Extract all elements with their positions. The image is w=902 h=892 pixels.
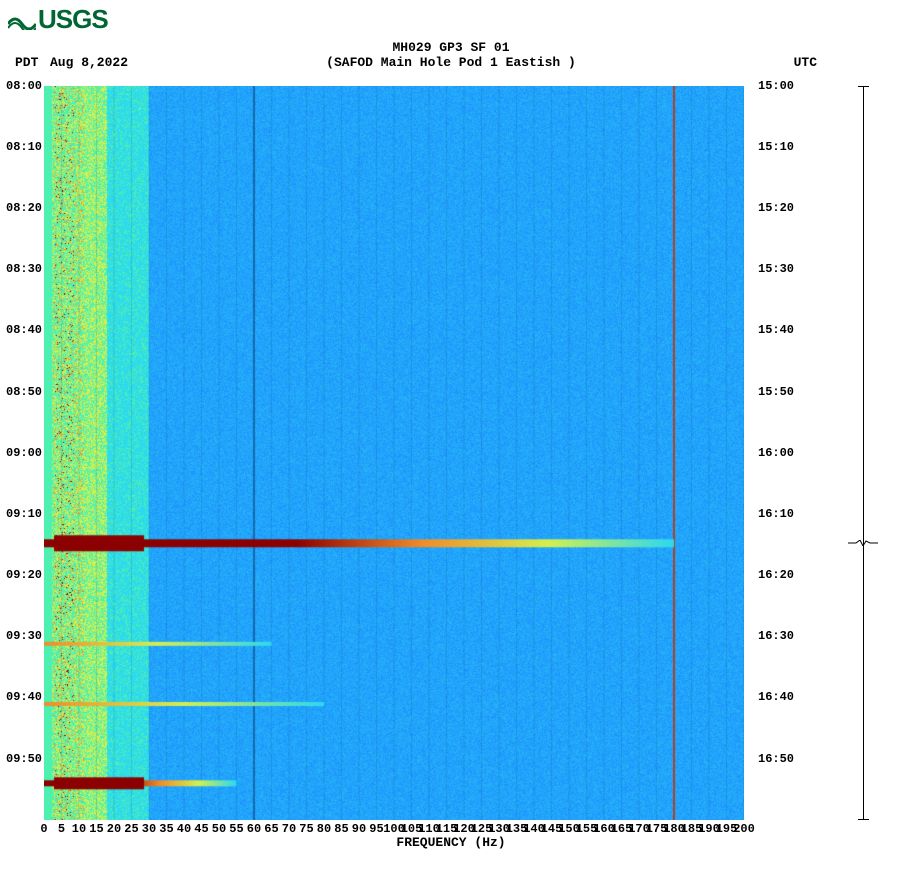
x-tick: 10 [72,822,86,836]
x-tick: 85 [334,822,348,836]
x-tick: 30 [142,822,156,836]
usgs-wave-icon [8,10,36,30]
y-tick-right: 15:00 [758,79,794,93]
x-tick: 0 [40,822,47,836]
x-tick: 65 [264,822,278,836]
usgs-text: USGS [38,4,108,35]
trace-tick-top [858,86,869,87]
trace-tick-bottom [858,819,869,820]
usgs-logo: USGS [8,4,108,35]
y-tick-left: 08:40 [6,323,42,337]
y-tick-right: 16:50 [758,752,794,766]
y-tick-left: 08:20 [6,201,42,215]
y-tick-right: 16:10 [758,507,794,521]
y-tick-left: 08:50 [6,385,42,399]
y-tick-left: 09:40 [6,690,42,704]
y-tick-left: 09:30 [6,629,42,643]
x-tick: 200 [733,822,755,836]
y-tick-right: 15:30 [758,262,794,276]
y-tick-left: 08:00 [6,79,42,93]
x-tick: 45 [194,822,208,836]
x-tick: 70 [282,822,296,836]
x-tick: 60 [247,822,261,836]
y-tick-left: 08:10 [6,140,42,154]
utc-label: UTC [794,55,817,70]
y-tick-left: 09:20 [6,568,42,582]
x-tick: 75 [299,822,313,836]
x-tick: 35 [159,822,173,836]
y-tick-left: 09:00 [6,446,42,460]
x-tick: 95 [369,822,383,836]
y-tick-right: 16:20 [758,568,794,582]
x-tick: 5 [58,822,65,836]
spectrogram-canvas [44,86,744,820]
x-tick: 55 [229,822,243,836]
x-tick: 40 [177,822,191,836]
trace-baseline [863,86,864,820]
x-tick: 20 [107,822,121,836]
spectrogram-plot [44,86,744,820]
y-tick-right: 16:30 [758,629,794,643]
y-tick-right: 16:40 [758,690,794,704]
trace-axis [848,86,878,820]
y-tick-right: 15:20 [758,201,794,215]
date-label: Aug 8,2022 [50,55,128,70]
x-tick: 80 [317,822,331,836]
x-tick: 50 [212,822,226,836]
y-tick-left: 08:30 [6,262,42,276]
y-tick-right: 15:10 [758,140,794,154]
y-tick-left: 09:50 [6,752,42,766]
chart-title: MH029 GP3 SF 01 [0,40,902,55]
y-tick-left: 09:10 [6,507,42,521]
y-tick-right: 15:50 [758,385,794,399]
x-axis-label: FREQUENCY (Hz) [0,835,902,850]
chart-subtitle: (SAFOD Main Hole Pod 1 Eastish ) [0,55,902,70]
x-tick: 25 [124,822,138,836]
x-tick: 90 [352,822,366,836]
y-tick-right: 15:40 [758,323,794,337]
x-tick: 15 [89,822,103,836]
pdt-label: PDT [15,55,38,70]
y-tick-right: 16:00 [758,446,794,460]
trace-spike [848,542,878,544]
